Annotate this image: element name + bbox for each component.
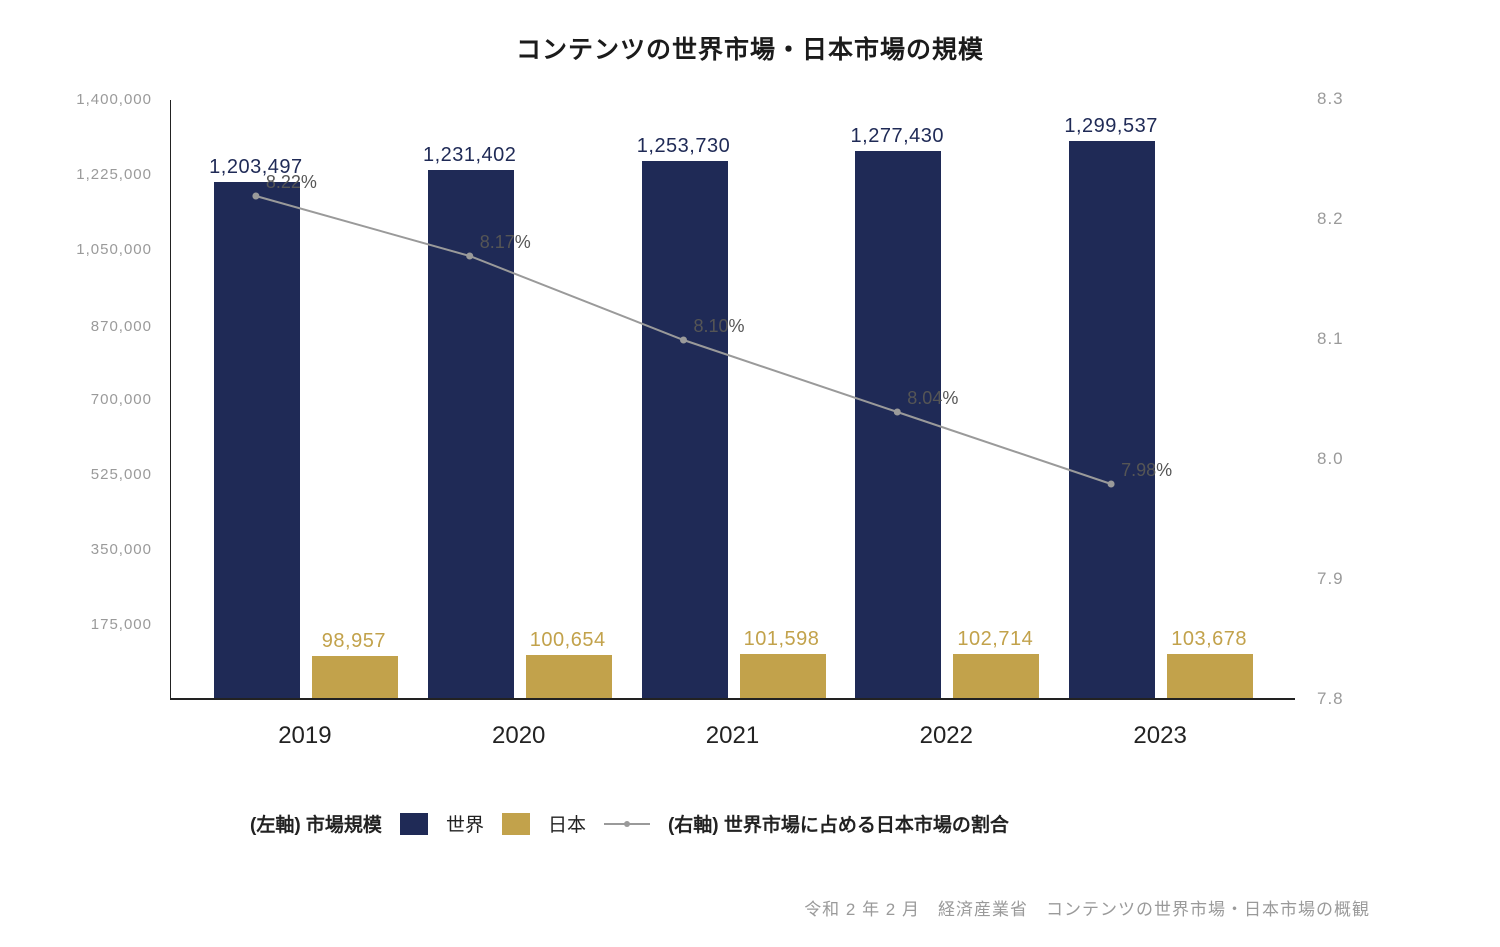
share-line-value: 7.98% bbox=[1121, 460, 1172, 481]
y-right-tick-label: 7.8 bbox=[1317, 689, 1344, 709]
y-left-tick-label: 1,225,000 bbox=[0, 166, 152, 183]
legend-japan-label: 日本 bbox=[548, 810, 586, 837]
x-axis-label: 2022 bbox=[920, 722, 973, 750]
share-line-marker bbox=[1108, 481, 1115, 488]
y-left-tick-label: 1,400,000 bbox=[0, 91, 152, 108]
y-right-tick-label: 8.1 bbox=[1317, 329, 1344, 349]
share-line-value: 8.04% bbox=[907, 388, 958, 409]
share-line-value: 8.17% bbox=[480, 232, 531, 253]
share-line-svg bbox=[170, 100, 1295, 700]
y-left-tick-label: 525,000 bbox=[0, 466, 152, 483]
source-citation: 令和 2 年 2 月 経済産業省 コンテンツの世界市場・日本市場の概観 bbox=[804, 895, 1370, 920]
chart-page: コンテンツの世界市場・日本市場の規模 175,000350,000525,000… bbox=[0, 0, 1500, 947]
share-line-marker bbox=[894, 409, 901, 416]
y-left-tick-label: 175,000 bbox=[0, 616, 152, 633]
legend-left-axis-label: (左軸) 市場規模 bbox=[250, 810, 382, 837]
share-line-value: 8.10% bbox=[694, 316, 745, 337]
x-axis-label: 2023 bbox=[1133, 722, 1186, 750]
share-line-marker bbox=[466, 253, 473, 260]
legend: (左軸) 市場規模 世界 日本 (右軸) 世界市場に占める日本市場の割合 bbox=[250, 810, 1009, 837]
x-axis-label: 2021 bbox=[706, 722, 759, 750]
x-axis-label: 2020 bbox=[492, 722, 545, 750]
y-left-tick-label: 1,050,000 bbox=[0, 241, 152, 258]
legend-line-swatch bbox=[604, 823, 650, 825]
share-line-value: 8.22% bbox=[266, 172, 317, 193]
legend-world-label: 世界 bbox=[446, 810, 484, 837]
legend-right-axis-label: (右軸) 世界市場に占める日本市場の割合 bbox=[668, 810, 1009, 837]
y-left-tick-label: 870,000 bbox=[0, 318, 152, 335]
share-line-marker bbox=[252, 193, 259, 200]
legend-swatch-japan bbox=[502, 813, 530, 835]
y-right-tick-label: 7.9 bbox=[1317, 569, 1344, 589]
y-right-tick-label: 8.3 bbox=[1317, 89, 1344, 109]
share-line-marker bbox=[680, 337, 687, 344]
y-right-tick-label: 8.2 bbox=[1317, 209, 1344, 229]
y-left-tick-label: 350,000 bbox=[0, 541, 152, 558]
y-right-tick-label: 8.0 bbox=[1317, 449, 1344, 469]
y-left-tick-label: 700,000 bbox=[0, 391, 152, 408]
chart-area: 175,000 350,000 525,000 700,000 870,000 1,050… bbox=[0, 0, 1500, 947]
x-axis-label: 2019 bbox=[278, 722, 331, 750]
legend-swatch-world bbox=[400, 813, 428, 835]
